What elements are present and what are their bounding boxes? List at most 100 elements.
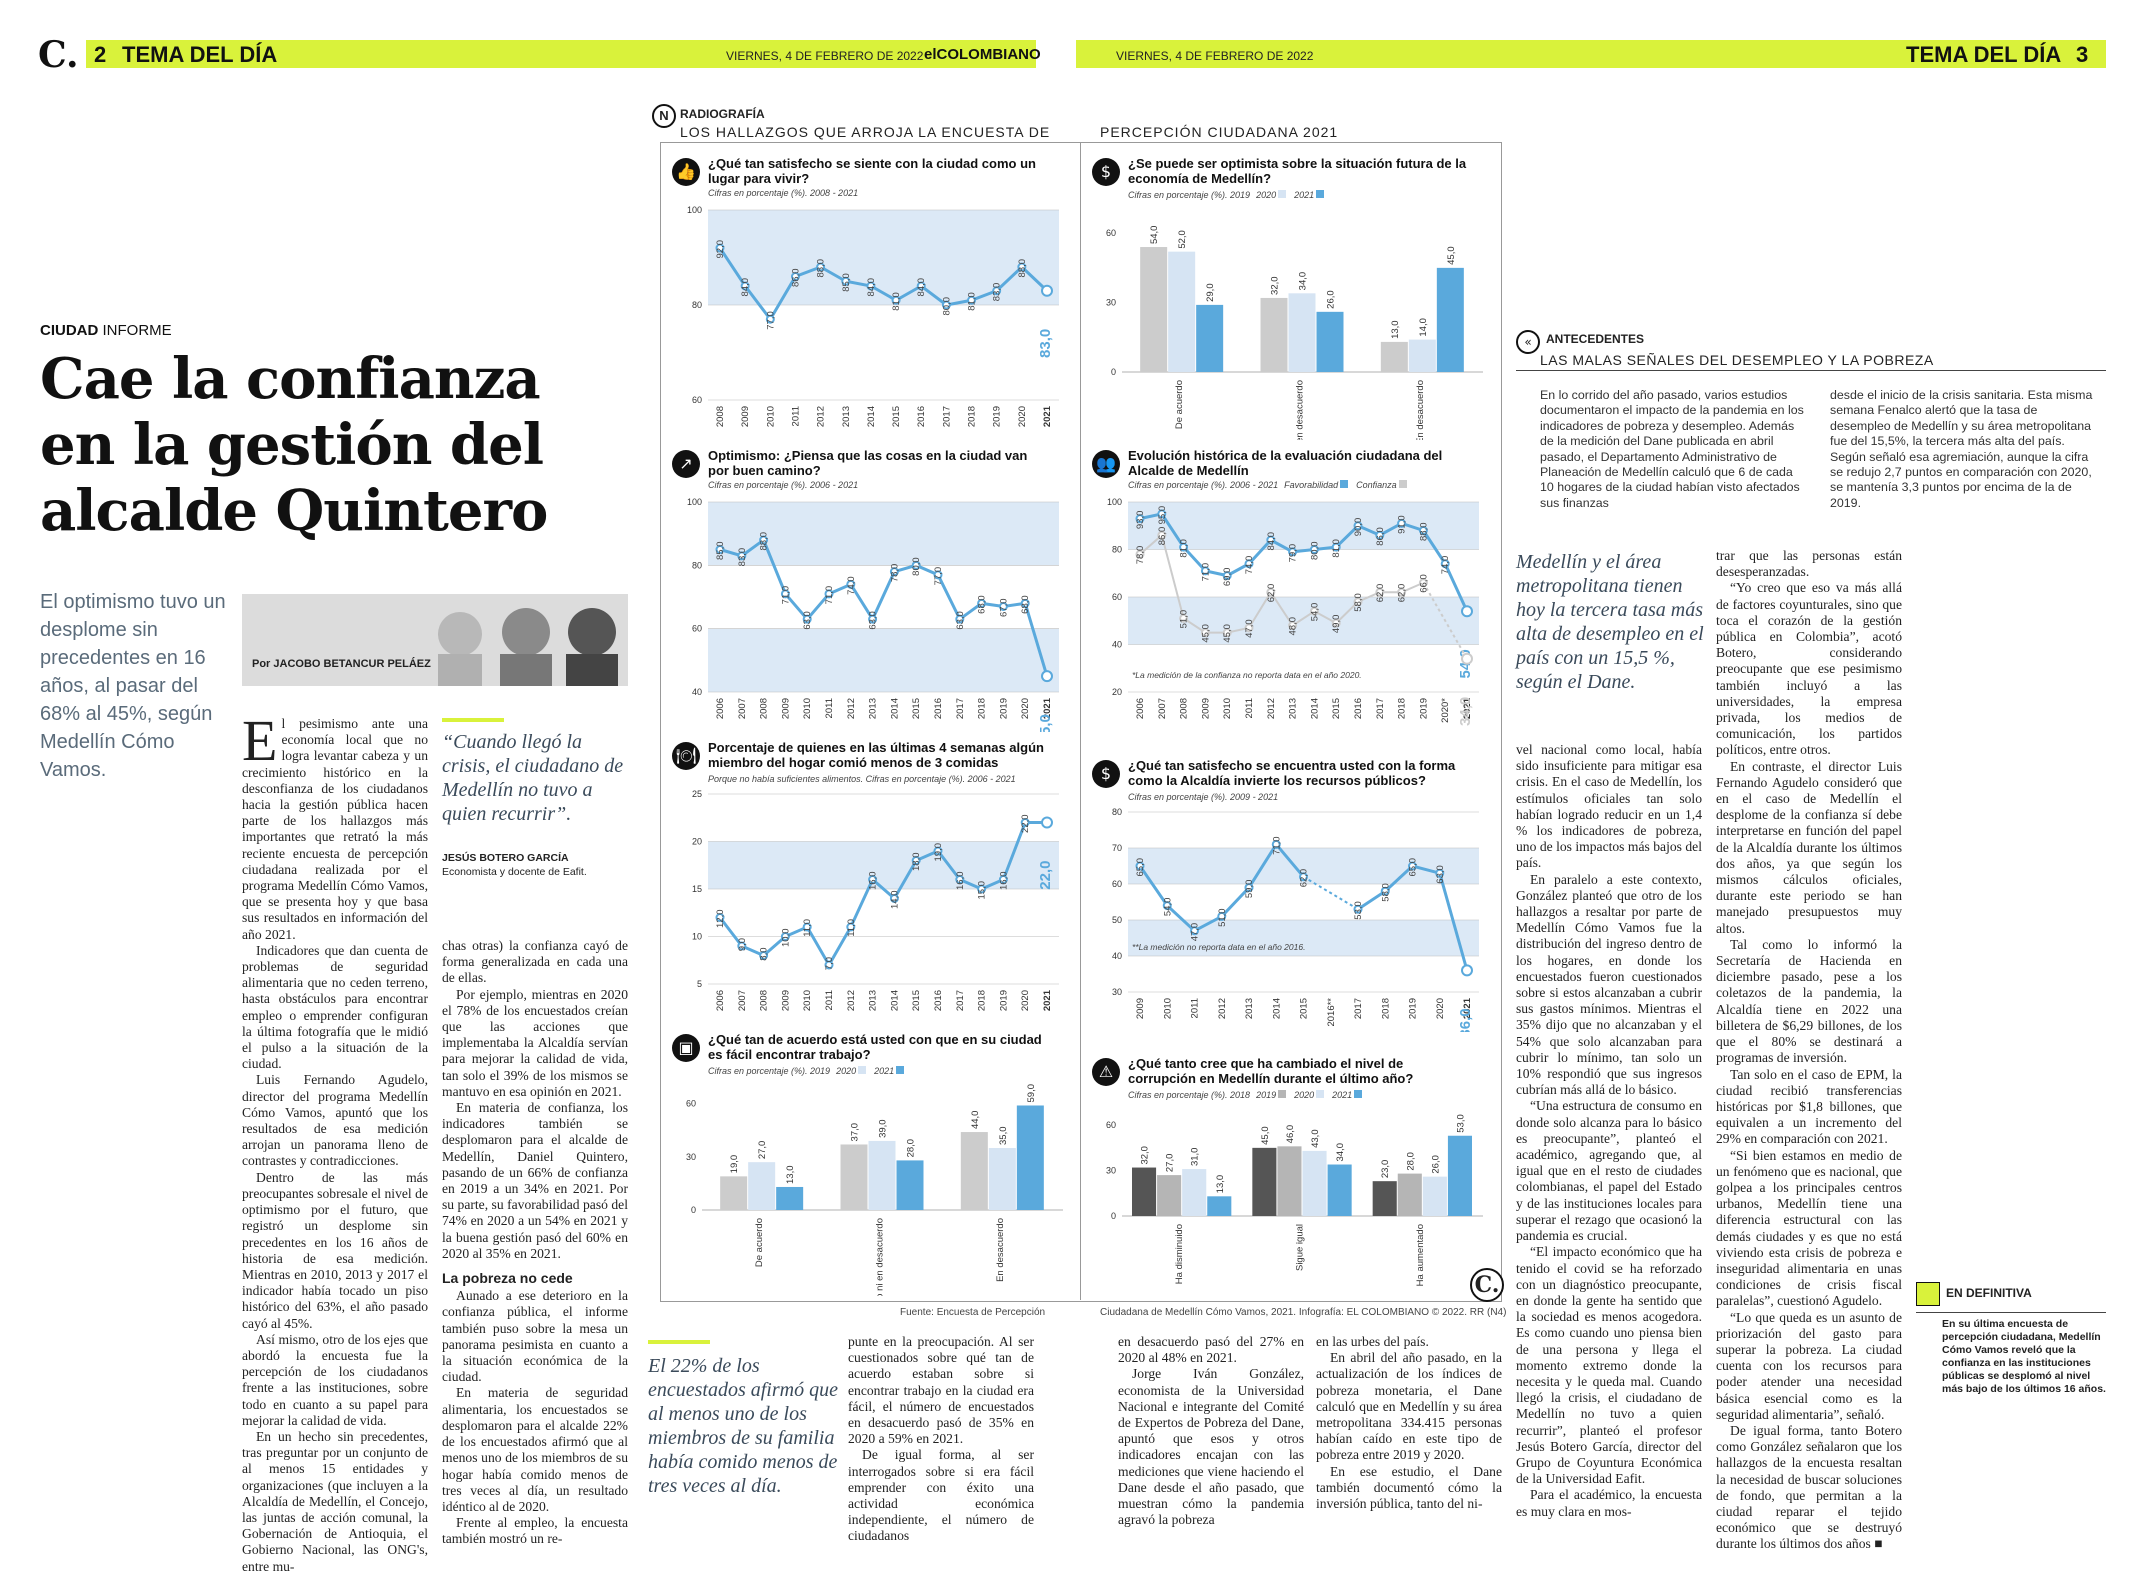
data-label: 59,0 [1026,1084,1037,1103]
chart-subtitle: Cifras en porcentaje (%). 2019 2020 2021 [708,1066,906,1076]
data-point [1353,597,1363,607]
x-tick-label: 2015 [891,406,902,427]
data-point [1179,542,1189,552]
legend-swatch [1278,190,1287,198]
chart-subtitle: Cifras en porcentaje (%). 2018 2019 2020 20… [1128,1090,1364,1100]
data-point [1375,587,1385,597]
x-tick-label: 2019 [1418,698,1429,719]
data-label: 8,0 [759,948,770,961]
chart-title: ¿Qué tan de acuerdo está usted con que e… [708,1032,1042,1062]
x-tick-label: 2016 [933,698,944,719]
x-tick-label: 2011 [824,990,835,1010]
data-point [891,295,901,305]
data-label: 49,0 [1331,615,1342,634]
y-tick-label: 80 [692,300,702,310]
legend-swatch [896,1066,905,1074]
data-point [1397,518,1407,528]
data-point [824,589,834,599]
infographic-divider [1080,142,1081,1300]
data-point [780,932,790,941]
data-point [1418,526,1428,535]
paragraph-text: l pesimismo ante una economía local que … [242,716,428,942]
chart-subtitle-text: Cifras en porcentaje (%). 2006 - 2021 [708,480,859,490]
en-definitiva-label: EN DEFINITIVA [1946,1286,2032,1300]
x-tick-label: 2006 [715,698,726,719]
pull-quote-2: El 22% de los encuestados afirmó que al … [648,1355,838,1497]
bar [1316,311,1344,372]
avatar [502,608,550,656]
category-label: Ha aumentado [1415,1224,1426,1286]
legend-label: 2021 [1294,190,1315,200]
data-label: 81,0 [1179,539,1190,558]
y-tick-label: 25 [692,789,702,799]
legend-entry: 2021 [1294,190,1326,200]
x-tick-label: 2008 [715,406,726,427]
category-label: En desacuerdo [1415,380,1426,440]
data-label: 54,0 [1162,898,1173,917]
legend-entry: 2020 [1256,190,1288,200]
data-label: 79,0 [1288,544,1299,563]
chart-find-work: ▣ ¿Qué tan de acuerdo está usted con que … [668,1026,1073,1296]
data-label: 58,0 [1380,883,1391,902]
x-tick-label: 2009 [1200,698,1211,719]
data-label: 81,0 [1331,539,1342,558]
legend-entry: 2020 [1294,1090,1326,1100]
data-point [1041,670,1053,683]
chart-title: Porcentaje de quienes en las últimas 4 s… [708,740,1044,770]
plot-band [708,502,1059,566]
data-label: 34,0 [1457,697,1474,726]
chart-subtitle: Porque no había suficientes alimentos. C… [708,774,1016,784]
chart-subtitle-text: Cifras en porcentaje (%). 2009 - 2021 [1128,792,1279,802]
data-label: 90,0 [1353,518,1364,537]
x-tick-label: 2012 [846,698,857,719]
bar [1288,293,1316,372]
chart-title: ¿Qué tanto cree que ha cambiado el nivel… [1128,1056,1414,1086]
data-label: 45,0 [1446,246,1457,265]
data-label: 84,0 [866,278,877,297]
chart-title: ¿Qué tan satisfecho se siente con la ciu… [708,156,1036,186]
data-label: 77,0 [765,311,776,330]
data-point [1017,262,1027,272]
data-point [998,602,1008,611]
data-point [1266,535,1276,545]
series-line [1139,512,1469,612]
data-label: 28,0 [1405,1152,1416,1171]
data-label: 36,0 [1457,1008,1474,1032]
data-point [1244,559,1254,569]
legend-entry: Favorabilidad [1284,480,1350,490]
x-tick-label: 2021 [1462,697,1473,719]
header-bar-right: VIERNES, 4 DE FEBRERO DE 2022 TEMA DEL D… [1076,40,2106,68]
x-tick-label: 2013 [868,698,879,719]
data-label: 62,0 [1397,584,1408,603]
data-point [889,894,899,903]
paragraph: “Lo que queda es un asunto de priorizaci… [1716,1309,1902,1422]
data-point [841,276,851,286]
legend-label: 2019 [1256,1090,1277,1100]
x-tick-label: 2013 [1288,698,1299,719]
data-label: 84,0 [916,278,927,297]
paragraph: “Yo creo que eso va más allá de factores… [1716,580,1902,758]
data-point [1375,530,1385,540]
y-tick-label: 20 [1112,687,1122,697]
data-label: 58,0 [1353,593,1364,612]
date-right: VIERNES, 4 DE FEBRERO DE 2022 [1116,49,1314,63]
legend-swatch [1340,480,1349,488]
article-column-2: chas otras) la confianza cayó de forma g… [442,938,628,1548]
bar [1302,1150,1327,1216]
deck: El optimismo tuvo un desplome sin preced… [40,591,226,781]
x-tick-label: 2015 [911,990,922,1011]
x-tick-label: 2017 [1353,998,1364,1019]
data-label: 84,0 [740,278,751,297]
data-point [998,875,1008,884]
series-gap [1302,875,1359,911]
y-tick-label: 80 [1112,545,1122,555]
x-tick-label: 2020* [1440,698,1451,723]
paragraph: Tan solo en el caso de EPM, la ciudad re… [1716,1066,1902,1147]
x-tick-label: 2021 [1042,405,1053,427]
data-label: 74,0 [846,576,857,595]
data-label: 88,0 [1017,259,1028,278]
y-tick-label: 40 [1112,640,1122,650]
data-label: 37,0 [850,1123,861,1142]
